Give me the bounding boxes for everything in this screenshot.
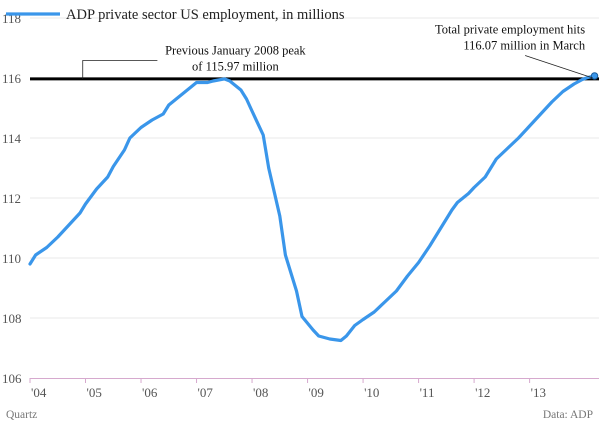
data-point-2 (45, 246, 48, 249)
data-point-7 (95, 188, 98, 190)
x-tick-label: '06 (142, 385, 158, 400)
data-point-60 (586, 76, 589, 79)
data-point-28 (278, 215, 281, 217)
data-point-39 (373, 311, 376, 313)
data-point-21 (223, 78, 226, 80)
data-point-47 (456, 201, 459, 204)
annotation-1-line-0: Total private employment hits (435, 23, 585, 37)
data-point-23 (240, 89, 242, 91)
data-point-55 (539, 113, 542, 115)
data-point-18 (195, 81, 198, 84)
y-tick-label: 112 (2, 191, 21, 206)
annotation-1-line-1: 116.07 million in March (463, 39, 585, 53)
data-point-31 (301, 315, 303, 318)
data-point-50 (484, 176, 487, 178)
series-line (28, 74, 597, 343)
data-point-9 (112, 165, 115, 168)
data-point-54 (528, 125, 531, 127)
annotation-leader (524, 55, 593, 79)
data-point-29 (284, 254, 287, 256)
x-tick-label: '05 (87, 385, 102, 400)
y-tick-label: 110 (2, 251, 21, 266)
legend-label: ADP private sector US employment, in mil… (66, 7, 345, 23)
annotation-0-line-0: Previous January 2008 peak (165, 44, 306, 58)
data-point-48 (467, 192, 470, 195)
gridlines (30, 17, 599, 319)
data-point-26 (262, 134, 265, 136)
data-point-0 (29, 263, 31, 265)
data-point-17 (190, 86, 192, 88)
y-tick-label: 114 (2, 131, 22, 146)
data-point-57 (562, 90, 564, 93)
data-point-59 (581, 78, 584, 81)
y-tick-label: 116 (2, 71, 22, 86)
data-point-49 (473, 186, 475, 189)
annotation-0-line-1: of 115.97 million (192, 60, 279, 74)
end-point-marker (590, 72, 599, 80)
annotations: Previous January 2008 peak of 115.97 mill… (82, 23, 593, 79)
data-point-5 (79, 212, 81, 214)
x-tick-labels: '04 '05 '06 '07 '08 '09 '10 '11 '12 '13 (29, 378, 546, 400)
legend: ADP private sector US employment, in mil… (6, 7, 345, 23)
data-point-51 (495, 158, 498, 160)
data-point-34 (328, 338, 331, 340)
data-point-58 (573, 83, 575, 85)
series-points (29, 75, 596, 342)
data-point-37 (353, 324, 356, 327)
data-point-30 (295, 290, 298, 292)
data-point-38 (362, 318, 364, 321)
data-point-12 (140, 126, 142, 129)
x-tick-label: '07 (198, 385, 214, 400)
x-tick-label: '10 (364, 385, 379, 400)
x-tick-label: '09 (309, 385, 324, 400)
data-point-52 (506, 147, 509, 150)
y-tick-label: 106 (2, 371, 22, 386)
data-point-24 (245, 98, 248, 100)
data-point-16 (178, 95, 181, 97)
x-tick-label: '13 (531, 385, 546, 400)
data-point-43 (417, 261, 420, 264)
data-point-33 (317, 335, 320, 337)
data-point-35 (339, 339, 342, 342)
data-point-53 (517, 137, 520, 139)
data-point-10 (123, 149, 126, 151)
data-point-27 (267, 167, 270, 169)
data-point-1 (34, 254, 37, 256)
data-point-41 (395, 290, 398, 292)
annotation-leader (82, 60, 158, 79)
data-point-42 (406, 275, 409, 277)
data-point-3 (56, 236, 59, 238)
data-point-15 (167, 104, 170, 106)
data-point-46 (450, 209, 453, 211)
data-point-32 (312, 329, 315, 331)
x-tick-label: '12 (475, 385, 490, 400)
y-tick-label: 108 (2, 311, 22, 326)
data-point-6 (84, 203, 87, 205)
data-point-25 (251, 110, 253, 112)
data-point-22 (228, 80, 231, 82)
data-point-20 (212, 80, 215, 82)
footer-source-right: Data: ADP (543, 409, 593, 421)
data-point-13 (151, 119, 154, 121)
data-point-14 (162, 113, 165, 115)
x-tick-label: '11 (420, 385, 435, 400)
data-point-40 (384, 300, 387, 303)
data-point-8 (106, 176, 109, 178)
data-point-36 (345, 335, 348, 337)
data-point-45 (439, 227, 442, 229)
data-point-19 (206, 81, 209, 84)
data-point-44 (428, 245, 431, 247)
data-point-11 (129, 137, 131, 139)
footer-source-left: Quartz (6, 409, 37, 421)
data-point-56 (550, 101, 553, 103)
data-point-4 (67, 224, 70, 226)
x-tick-label: '04 (31, 385, 47, 400)
x-tick-label: '08 (253, 385, 268, 400)
